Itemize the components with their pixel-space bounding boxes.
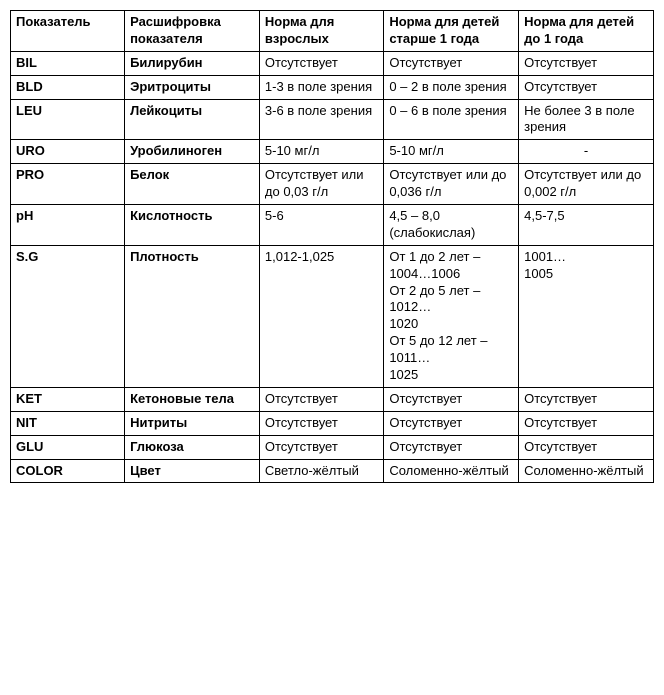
col-header-decode: Расшифровка показателя xyxy=(125,11,260,52)
table-row: UROУробилиноген5-10 мг/л 5-10 мг/л- xyxy=(11,140,654,164)
table-row: PROБелокОтсутствует или до 0,03 г/лОтсут… xyxy=(11,164,654,205)
cell-adults: Светло-жёлтый xyxy=(259,459,383,483)
table-row: KETКетоновые телаОтсутствуетОтсутствуетО… xyxy=(11,387,654,411)
cell-child-under1: Соломенно-жёлтый xyxy=(519,459,654,483)
table-row: BLDЭритроциты1-3 в поле зрения0 – 2 в по… xyxy=(11,75,654,99)
cell-adults: 5-6 xyxy=(259,205,383,246)
cell-child-under1: 1001… 1005 xyxy=(519,245,654,387)
table-row: S.GПлотность1,012-1,025От 1 до 2 лет – 1… xyxy=(11,245,654,387)
table-header-row: Показатель Расшифровка показателя Норма … xyxy=(11,11,654,52)
cell-adults: Отсутствует xyxy=(259,411,383,435)
cell-child-over1: Отсутствует xyxy=(384,387,519,411)
cell-decode: Белок xyxy=(125,164,260,205)
cell-decode: Кислотность xyxy=(125,205,260,246)
cell-adults: 1,012-1,025 xyxy=(259,245,383,387)
cell-indicator: LEU xyxy=(11,99,125,140)
cell-indicator: GLU xyxy=(11,435,125,459)
cell-adults: 5-10 мг/л xyxy=(259,140,383,164)
cell-decode: Уробилиноген xyxy=(125,140,260,164)
col-header-child-over1: Норма для детей старше 1 года xyxy=(384,11,519,52)
cell-child-under1: Отсутствует xyxy=(519,411,654,435)
cell-child-under1: 4,5-7,5 xyxy=(519,205,654,246)
medical-reference-table: Показатель Расшифровка показателя Норма … xyxy=(10,10,654,483)
col-header-indicator: Показатель xyxy=(11,11,125,52)
cell-indicator: S.G xyxy=(11,245,125,387)
table-row: GLUГлюкозаОтсутствуетОтсутствуетОтсутств… xyxy=(11,435,654,459)
cell-decode: Кетоновые тела xyxy=(125,387,260,411)
cell-child-over1: Отсутствует xyxy=(384,51,519,75)
cell-child-under1: Отсутствует xyxy=(519,75,654,99)
cell-indicator: BIL xyxy=(11,51,125,75)
cell-child-under1: Отсутствует xyxy=(519,387,654,411)
cell-child-over1: 0 – 2 в поле зрения xyxy=(384,75,519,99)
table-row: pHКислотность5-64,5 – 8,0 (слабокислая)4… xyxy=(11,205,654,246)
cell-child-under1: - xyxy=(519,140,654,164)
table-row: NITНитритыОтсутствуетОтсутствуетОтсутств… xyxy=(11,411,654,435)
cell-decode: Цвет xyxy=(125,459,260,483)
cell-indicator: URO xyxy=(11,140,125,164)
cell-child-over1: 5-10 мг/л xyxy=(384,140,519,164)
cell-child-over1: Отсутствует или до 0,036 г/л xyxy=(384,164,519,205)
table-row: COLORЦветСветло-жёлтыйСоломенно-жёлтыйСо… xyxy=(11,459,654,483)
cell-adults: 1-3 в поле зрения xyxy=(259,75,383,99)
cell-decode: Плотность xyxy=(125,245,260,387)
cell-child-over1: Соломенно-жёлтый xyxy=(384,459,519,483)
cell-adults: Отсутствует или до 0,03 г/л xyxy=(259,164,383,205)
cell-decode: Билирубин xyxy=(125,51,260,75)
cell-indicator: KET xyxy=(11,387,125,411)
cell-child-over1: Отсутствует xyxy=(384,411,519,435)
cell-adults: Отсутствует xyxy=(259,51,383,75)
cell-decode: Эритроциты xyxy=(125,75,260,99)
table-row: BILБилирубинОтсутствует ОтсутствуетОтсут… xyxy=(11,51,654,75)
cell-child-over1: 4,5 – 8,0 (слабокислая) xyxy=(384,205,519,246)
cell-indicator: NIT xyxy=(11,411,125,435)
table-row: LEUЛейкоциты3-6 в поле зрения0 – 6 в пол… xyxy=(11,99,654,140)
cell-decode: Лейкоциты xyxy=(125,99,260,140)
table-body: BILБилирубинОтсутствует ОтсутствуетОтсут… xyxy=(11,51,654,483)
cell-adults: Отсутствует xyxy=(259,387,383,411)
col-header-adults: Норма для взрослых xyxy=(259,11,383,52)
cell-child-over1: Отсутствует xyxy=(384,435,519,459)
cell-adults: 3-6 в поле зрения xyxy=(259,99,383,140)
cell-decode: Глюкоза xyxy=(125,435,260,459)
cell-indicator: COLOR xyxy=(11,459,125,483)
cell-decode: Нитриты xyxy=(125,411,260,435)
cell-indicator: BLD xyxy=(11,75,125,99)
col-header-child-under1: Норма для детей до 1 года xyxy=(519,11,654,52)
cell-child-over1: От 1 до 2 лет – 1004…1006 От 2 до 5 лет … xyxy=(384,245,519,387)
cell-child-under1: Отсутствует или до 0,002 г/л xyxy=(519,164,654,205)
cell-adults: Отсутствует xyxy=(259,435,383,459)
cell-child-under1: Отсутствует xyxy=(519,51,654,75)
cell-child-under1: Не более 3 в поле зрения xyxy=(519,99,654,140)
cell-child-over1: 0 – 6 в поле зрения xyxy=(384,99,519,140)
cell-child-under1: Отсутствует xyxy=(519,435,654,459)
cell-indicator: pH xyxy=(11,205,125,246)
cell-indicator: PRO xyxy=(11,164,125,205)
